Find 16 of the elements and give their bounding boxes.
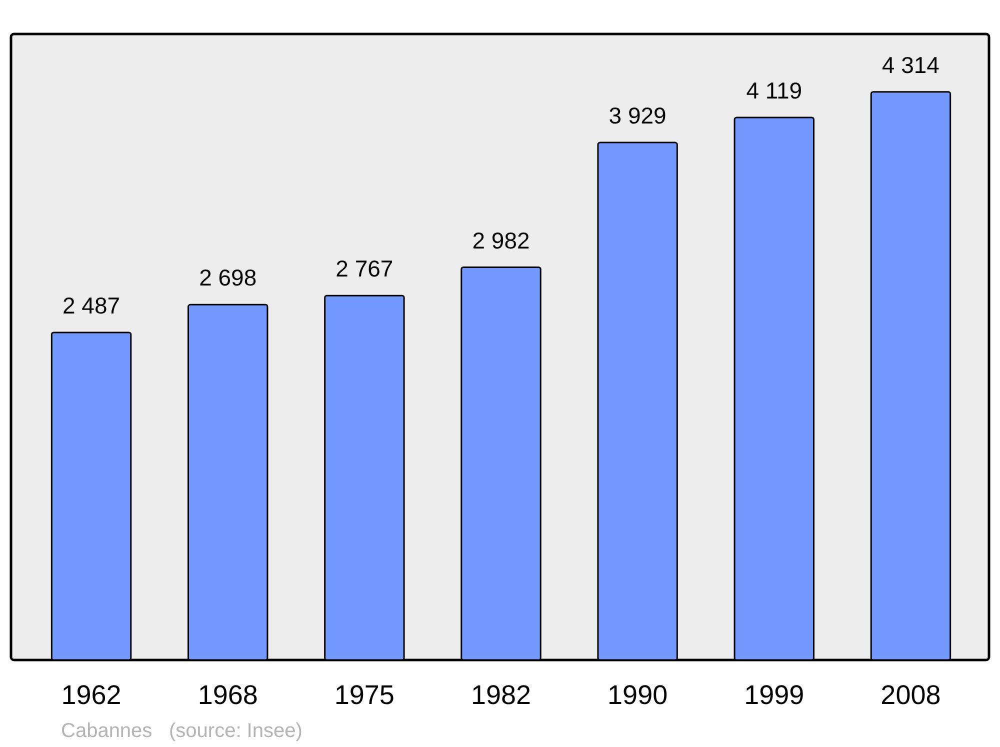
text: Cabannes — [61, 720, 152, 742]
data-label: 3 929 — [608, 102, 666, 129]
data-label: 2 698 — [199, 264, 257, 291]
x-tick-label: 2008 — [880, 680, 941, 710]
data-label: 4 119 — [746, 78, 802, 104]
text: (source: Insee) — [169, 720, 302, 742]
x-tick-label: 1999 — [744, 680, 804, 710]
data-label: 2 982 — [472, 227, 530, 254]
x-tick-label: 1975 — [334, 680, 394, 710]
data-label: 2 767 — [336, 256, 394, 282]
x-tick-label: 1982 — [470, 680, 532, 710]
data-label: 2 487 — [62, 292, 120, 318]
x-tick-label: 1962 — [61, 680, 122, 710]
data-label: 4 314 — [882, 52, 940, 78]
x-tick-label: 1968 — [198, 680, 258, 710]
x-tick-label: 1990 — [608, 680, 668, 710]
